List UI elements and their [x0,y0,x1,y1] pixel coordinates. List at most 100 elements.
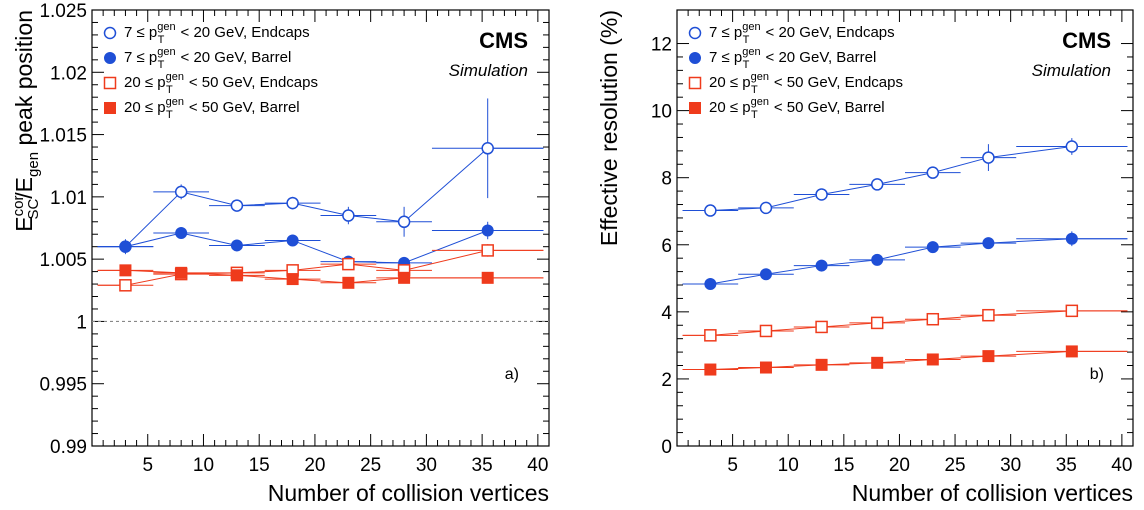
y-tick-label: 6 [661,236,672,257]
legend-label: 20 ≤ pgen T < 50 GeV, Endcaps [124,71,318,96]
series-2 [682,304,1128,342]
data-point [982,151,995,164]
series-line [682,146,1128,212]
legend-marker [689,102,701,114]
data-point [174,185,188,199]
x-tick-label: 35 [1056,455,1077,476]
experiment-label: CMS [479,28,528,53]
data-point [481,142,494,155]
series-line [97,249,544,286]
data-point [704,204,717,217]
data-point [286,234,299,247]
data-point [397,215,411,229]
data-point [1065,345,1078,358]
y-tick-label: 1.01 [50,188,87,209]
data-point [1065,140,1079,153]
data-point [704,278,717,291]
x-tick-label: 30 [416,455,437,476]
data-point [342,257,355,271]
y-tick-label: 0.99 [50,437,87,458]
data-point [119,279,132,292]
legend-marker [689,52,701,64]
data-point [926,353,939,366]
data-point [870,316,884,330]
data-point [398,271,411,284]
legend-marker [104,52,116,64]
data-point [926,241,939,254]
x-axis-title: Number of collision vertices [268,480,549,506]
series-0 [682,138,1128,217]
data-point [704,329,717,342]
panel-label: a) [505,366,519,383]
panel-b: 5 10 15 20 25 30 35 40 0 2 4 6 8 10 12 Number of collis… [596,9,1134,506]
plot-frame [91,9,550,447]
data-point [119,240,132,253]
data-point [871,253,884,266]
x-tick-label: 15 [833,455,854,476]
subtitle-label: Simulation [1032,61,1111,80]
data-point [982,308,995,322]
data-point [175,226,188,239]
data-point [1065,304,1079,318]
x-tick-label: 10 [778,455,799,476]
y-tick-label: 1.005 [39,250,87,271]
series-3 [682,345,1128,376]
series-1 [97,221,544,269]
y-tick-label: 12 [651,35,672,56]
data-point [342,209,355,222]
series-line [97,269,544,284]
legend-marker [688,76,702,90]
data-point [815,358,828,371]
x-tick-label: 25 [360,455,381,476]
x-tick-label: 40 [1111,455,1132,476]
x-tick-label: 5 [142,455,153,476]
data-point [982,350,995,363]
data-point [759,201,773,215]
x-tick-label: 25 [944,455,965,476]
data-point [982,237,995,250]
x-tick-label: 20 [889,455,910,476]
legend-label: 20 ≤ pgen T < 50 GeV, Barrel [709,96,885,121]
data-point [815,320,828,334]
data-point [704,363,717,376]
data-point [481,244,494,257]
data-point [870,178,884,191]
y-tick-label: 8 [661,169,672,190]
series-line [97,147,544,248]
legend-marker [103,76,117,90]
legend-marker [104,102,116,114]
legend-label: 20 ≤ pgen T < 50 GeV, Barrel [124,96,300,121]
data-point [175,266,188,279]
legend-marker [688,26,702,40]
series-1 [682,231,1128,291]
data-point [815,188,828,201]
x-tick-label: 15 [249,455,270,476]
data-point [1065,232,1078,245]
y-axis-title: Effective resolution (%) [596,10,622,246]
experiment-label: CMS [1062,28,1111,53]
legend-label: 20 ≤ pgen T < 50 GeV, Endcaps [709,71,903,96]
series-line [97,229,544,264]
series-line [682,238,1128,285]
data-point [286,196,299,210]
y-tick-label: 4 [661,303,672,324]
legend-label: 7 ≤ pgen T < 20 GeV, Endcaps [709,21,895,46]
x-tick-label: 35 [472,455,493,476]
legend-marker [103,26,117,40]
legend-label: 7 ≤ pgen T < 20 GeV, Barrel [709,46,876,71]
y-tick-label: 1 [76,312,87,333]
data-point [342,276,355,289]
series-0 [97,98,544,255]
data-point [759,324,773,338]
y-tick-label: 2 [661,370,672,391]
data-point [926,166,940,179]
legend-label: 7 ≤ pgen T < 20 GeV, Endcaps [124,21,310,46]
panel-label: b) [1090,366,1104,383]
data-point [871,356,884,369]
y-tick-label: 0 [661,437,672,458]
x-tick-label: 5 [727,455,738,476]
y-tick-label: 10 [651,102,672,123]
data-point [481,224,494,237]
x-tick-label: 10 [193,455,214,476]
x-axis-title: Number of collision vertices [852,480,1133,506]
